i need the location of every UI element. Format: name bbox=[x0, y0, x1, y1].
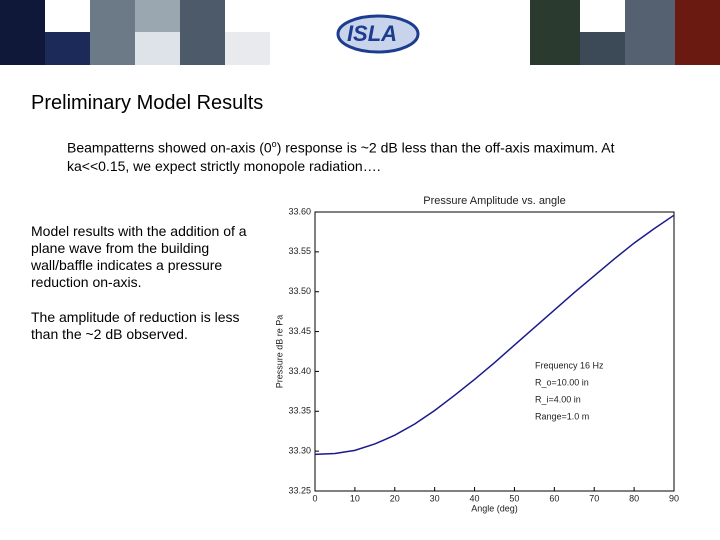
x-tick-label: 30 bbox=[430, 493, 440, 503]
x-tick-label: 40 bbox=[470, 493, 480, 503]
x-tick-label: 50 bbox=[509, 493, 519, 503]
y-tick-label: 33.55 bbox=[288, 246, 311, 256]
x-tick-label: 80 bbox=[629, 493, 639, 503]
line-series bbox=[314, 214, 675, 456]
annotation: Frequency 16 Hz bbox=[535, 360, 604, 370]
note: Model results with the addition of a pla… bbox=[31, 223, 247, 290]
annotation: Range=1.0 m bbox=[535, 411, 589, 421]
chart-title: Pressure Amplitude vs. angle bbox=[423, 195, 565, 207]
y-tick-label: 33.30 bbox=[288, 446, 311, 456]
x-tick-label: 70 bbox=[589, 493, 599, 503]
y-tick-label: 33.35 bbox=[288, 406, 311, 416]
x-tick-label: 20 bbox=[390, 493, 400, 503]
annotation: R_o=10.00 in bbox=[535, 377, 589, 387]
logo: ISLA bbox=[347, 21, 397, 46]
x-tick-label: 0 bbox=[312, 493, 317, 503]
intro-text: ) response is ~2 dB less than the off-ax… bbox=[67, 139, 615, 174]
y-tick-label: 33.50 bbox=[288, 286, 311, 296]
intro: Beampatterns showed on-axis (0o) respons… bbox=[67, 135, 627, 175]
x-tick-label: 60 bbox=[549, 493, 559, 503]
x-tick-label: 10 bbox=[350, 493, 360, 503]
y-tick-label: 33.60 bbox=[288, 206, 311, 216]
y-tick-label: 33.45 bbox=[288, 326, 311, 336]
y-tick-label: 33.40 bbox=[288, 366, 311, 376]
intro-sup: o bbox=[271, 139, 277, 149]
y-tick-label: 33.25 bbox=[288, 485, 311, 495]
annotation: R_i=4.00 in bbox=[535, 394, 581, 404]
banner: ISLA bbox=[0, 0, 720, 65]
notes: Model results with the addition of a pla… bbox=[31, 223, 256, 361]
x-axis-label: Angle (deg) bbox=[471, 503, 518, 513]
plot-frame bbox=[314, 211, 675, 492]
slide-title: Preliminary Model Results bbox=[31, 92, 264, 114]
x-tick-label: 90 bbox=[669, 493, 679, 503]
note: The amplitude of reduction is less than … bbox=[31, 309, 240, 342]
y-axis-label: Pressure dB re Pa bbox=[274, 315, 284, 389]
intro-text: Beampatterns showed on-axis (0 bbox=[67, 139, 272, 156]
